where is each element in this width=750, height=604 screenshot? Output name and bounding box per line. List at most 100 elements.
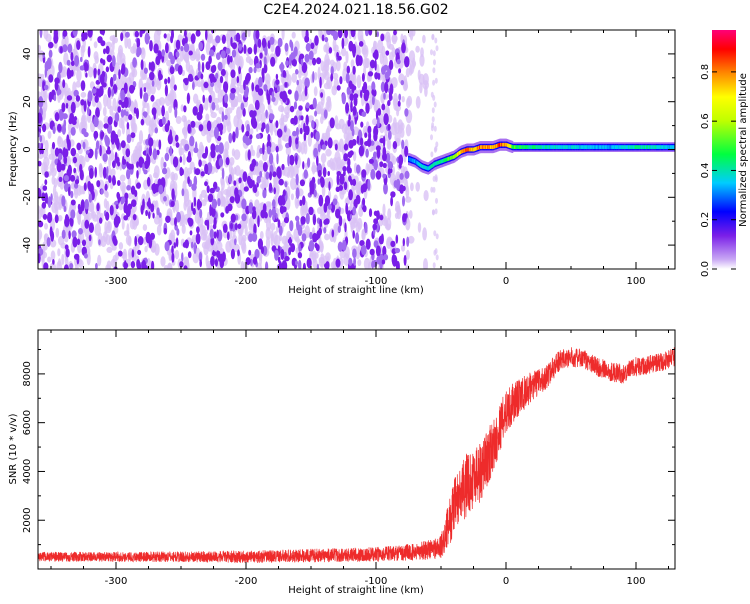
heatmap-cell <box>243 186 249 192</box>
heatmap-cell <box>148 211 151 220</box>
heatmap-cell <box>87 106 90 116</box>
heatmap-cell <box>346 210 352 222</box>
heatmap-cell <box>258 76 263 88</box>
heatmap-cell <box>374 72 379 80</box>
heatmap-cell <box>134 235 138 247</box>
heatmap-cell <box>304 77 310 89</box>
heatmap-cell <box>68 117 73 125</box>
heatmap-cell <box>361 231 365 241</box>
heatmap-cell <box>309 185 313 196</box>
heatmap-cell <box>394 247 401 254</box>
heatmap-cell <box>161 49 165 57</box>
heatmap-cell <box>57 248 61 257</box>
heatmap-cell <box>435 45 439 52</box>
heatmap-cell <box>299 179 305 187</box>
heatmap-cell <box>670 145 672 149</box>
heatmap-cell <box>240 102 245 111</box>
heatmap-cell <box>38 229 43 240</box>
heatmap-cell <box>112 73 117 81</box>
heatmap-cell <box>274 129 278 136</box>
heatmap-cell <box>221 167 225 180</box>
heatmap-cell <box>245 257 251 266</box>
heatmap-cell <box>234 193 241 204</box>
heatmap-cell <box>190 120 196 128</box>
heatmap-cell <box>645 145 647 149</box>
heatmap-cell <box>423 258 428 269</box>
heatmap-cell <box>430 134 433 141</box>
heatmap-cell <box>255 161 259 167</box>
heatmap-cell <box>348 189 353 201</box>
heatmap-cell <box>164 152 170 162</box>
heatmap-cell <box>368 261 372 269</box>
heatmap-cell <box>198 41 203 51</box>
heatmap-cell <box>209 187 215 194</box>
heatmap-cell <box>58 153 63 161</box>
heatmap-cell <box>268 153 274 165</box>
heatmap-cell <box>38 44 41 52</box>
heatmap-cell <box>332 257 337 269</box>
snr-ylabel: SNR (10 * v/v) <box>8 413 19 484</box>
heatmap-cell <box>87 90 93 103</box>
heatmap-cell <box>225 157 230 166</box>
heatmap-cell <box>381 103 386 111</box>
heatmap-cell <box>287 154 290 167</box>
heatmap-cell <box>468 147 471 152</box>
heatmap-cell <box>229 157 235 166</box>
heatmap-cell <box>106 246 113 253</box>
figure-title: C2E4.2024.021.18.56.G02 <box>263 2 448 18</box>
heatmap-cell <box>149 40 153 52</box>
heatmap-cell <box>103 48 106 55</box>
heatmap-cell <box>333 44 339 52</box>
heatmap-cell <box>124 31 130 38</box>
heatmap-cell <box>183 265 188 269</box>
heatmap-cell <box>94 166 97 178</box>
x-tick-label: 0 <box>503 276 509 287</box>
heatmap-cell <box>292 130 297 137</box>
heatmap-cell <box>213 181 218 190</box>
heatmap-cell <box>67 43 73 54</box>
heatmap-cell <box>362 205 367 213</box>
heatmap-cell <box>346 65 350 74</box>
heatmap-cell <box>341 239 347 252</box>
heatmap-cell <box>251 232 258 242</box>
heatmap-cell <box>148 61 152 71</box>
heatmap-cell <box>281 163 285 171</box>
heatmap-cell <box>166 59 172 67</box>
heatmap-cell <box>229 55 233 63</box>
heatmap-cell <box>222 223 228 233</box>
heatmap-cell <box>166 33 171 42</box>
heatmap-cell <box>415 160 418 165</box>
heatmap-cell <box>277 135 282 150</box>
heatmap-cell <box>63 205 67 212</box>
heatmap-cell <box>270 122 274 136</box>
heatmap-cell <box>399 184 405 195</box>
heatmap-cell <box>96 202 100 212</box>
heatmap-cell <box>357 259 362 267</box>
heatmap-cell <box>312 57 317 66</box>
heatmap-cell <box>433 230 437 237</box>
heatmap-cell <box>308 240 315 252</box>
heatmap-cell <box>343 181 348 191</box>
heatmap-cell <box>191 202 194 212</box>
heatmap-cell <box>40 73 45 81</box>
heatmap-cell <box>368 158 374 164</box>
heatmap-cell <box>163 33 167 39</box>
heatmap-cell <box>294 195 300 209</box>
heatmap-cell <box>261 126 264 133</box>
heatmap-cell <box>229 185 236 199</box>
heatmap-cell <box>237 223 242 229</box>
heatmap-cell <box>671 145 674 149</box>
heatmap-cell <box>257 215 260 228</box>
heatmap-cell <box>383 113 389 126</box>
heatmap-cell <box>107 116 113 125</box>
heatmap-cell <box>111 88 115 97</box>
heatmap-cell <box>213 126 219 139</box>
heatmap-cell <box>632 145 635 149</box>
heatmap-cell <box>193 242 197 255</box>
heatmap-cell <box>134 99 137 110</box>
heatmap-cell <box>174 106 178 119</box>
heatmap-cell <box>599 145 601 149</box>
heatmap-cell <box>330 73 334 82</box>
heatmap-cell <box>349 93 355 101</box>
heatmap-cell <box>235 32 241 43</box>
